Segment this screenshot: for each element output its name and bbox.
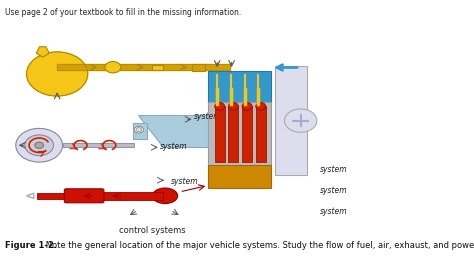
FancyBboxPatch shape bbox=[64, 189, 104, 203]
Text: system: system bbox=[160, 142, 187, 151]
Bar bbox=[228, 106, 238, 162]
Bar bbox=[242, 106, 252, 162]
Circle shape bbox=[25, 135, 54, 156]
Bar bbox=[192, 64, 205, 70]
Circle shape bbox=[35, 142, 44, 148]
Polygon shape bbox=[36, 47, 49, 57]
Circle shape bbox=[136, 128, 142, 132]
Text: system: system bbox=[194, 112, 221, 121]
Text: control systems: control systems bbox=[119, 226, 186, 235]
Ellipse shape bbox=[153, 188, 178, 204]
Polygon shape bbox=[138, 116, 208, 146]
Text: system: system bbox=[320, 207, 347, 216]
Text: Note the general location of the major vehicle systems. Study the flow of fuel, : Note the general location of the major v… bbox=[43, 241, 474, 250]
Circle shape bbox=[284, 109, 317, 132]
Ellipse shape bbox=[242, 102, 252, 110]
Ellipse shape bbox=[228, 102, 238, 110]
Circle shape bbox=[134, 126, 144, 133]
Bar bbox=[275, 66, 307, 175]
Circle shape bbox=[27, 52, 88, 96]
Bar bbox=[133, 123, 147, 139]
Bar bbox=[208, 165, 271, 188]
Circle shape bbox=[105, 62, 121, 73]
Bar bbox=[208, 102, 271, 167]
Text: system: system bbox=[320, 186, 347, 195]
Text: system: system bbox=[320, 165, 347, 174]
Bar bbox=[208, 71, 271, 104]
Circle shape bbox=[16, 128, 63, 162]
Bar bbox=[255, 106, 266, 162]
Bar bbox=[57, 64, 230, 70]
Bar bbox=[63, 143, 135, 147]
Ellipse shape bbox=[255, 102, 266, 110]
Bar bbox=[57, 64, 230, 70]
Text: system: system bbox=[171, 177, 198, 186]
Bar bbox=[153, 65, 163, 70]
Bar bbox=[215, 106, 225, 162]
Bar bbox=[37, 193, 66, 199]
Text: Figure 1-2.: Figure 1-2. bbox=[5, 241, 57, 250]
Ellipse shape bbox=[215, 102, 225, 110]
Bar bbox=[66, 192, 163, 200]
Text: Use page 2 of your textbook to fill in the missing information.: Use page 2 of your textbook to fill in t… bbox=[5, 8, 241, 17]
